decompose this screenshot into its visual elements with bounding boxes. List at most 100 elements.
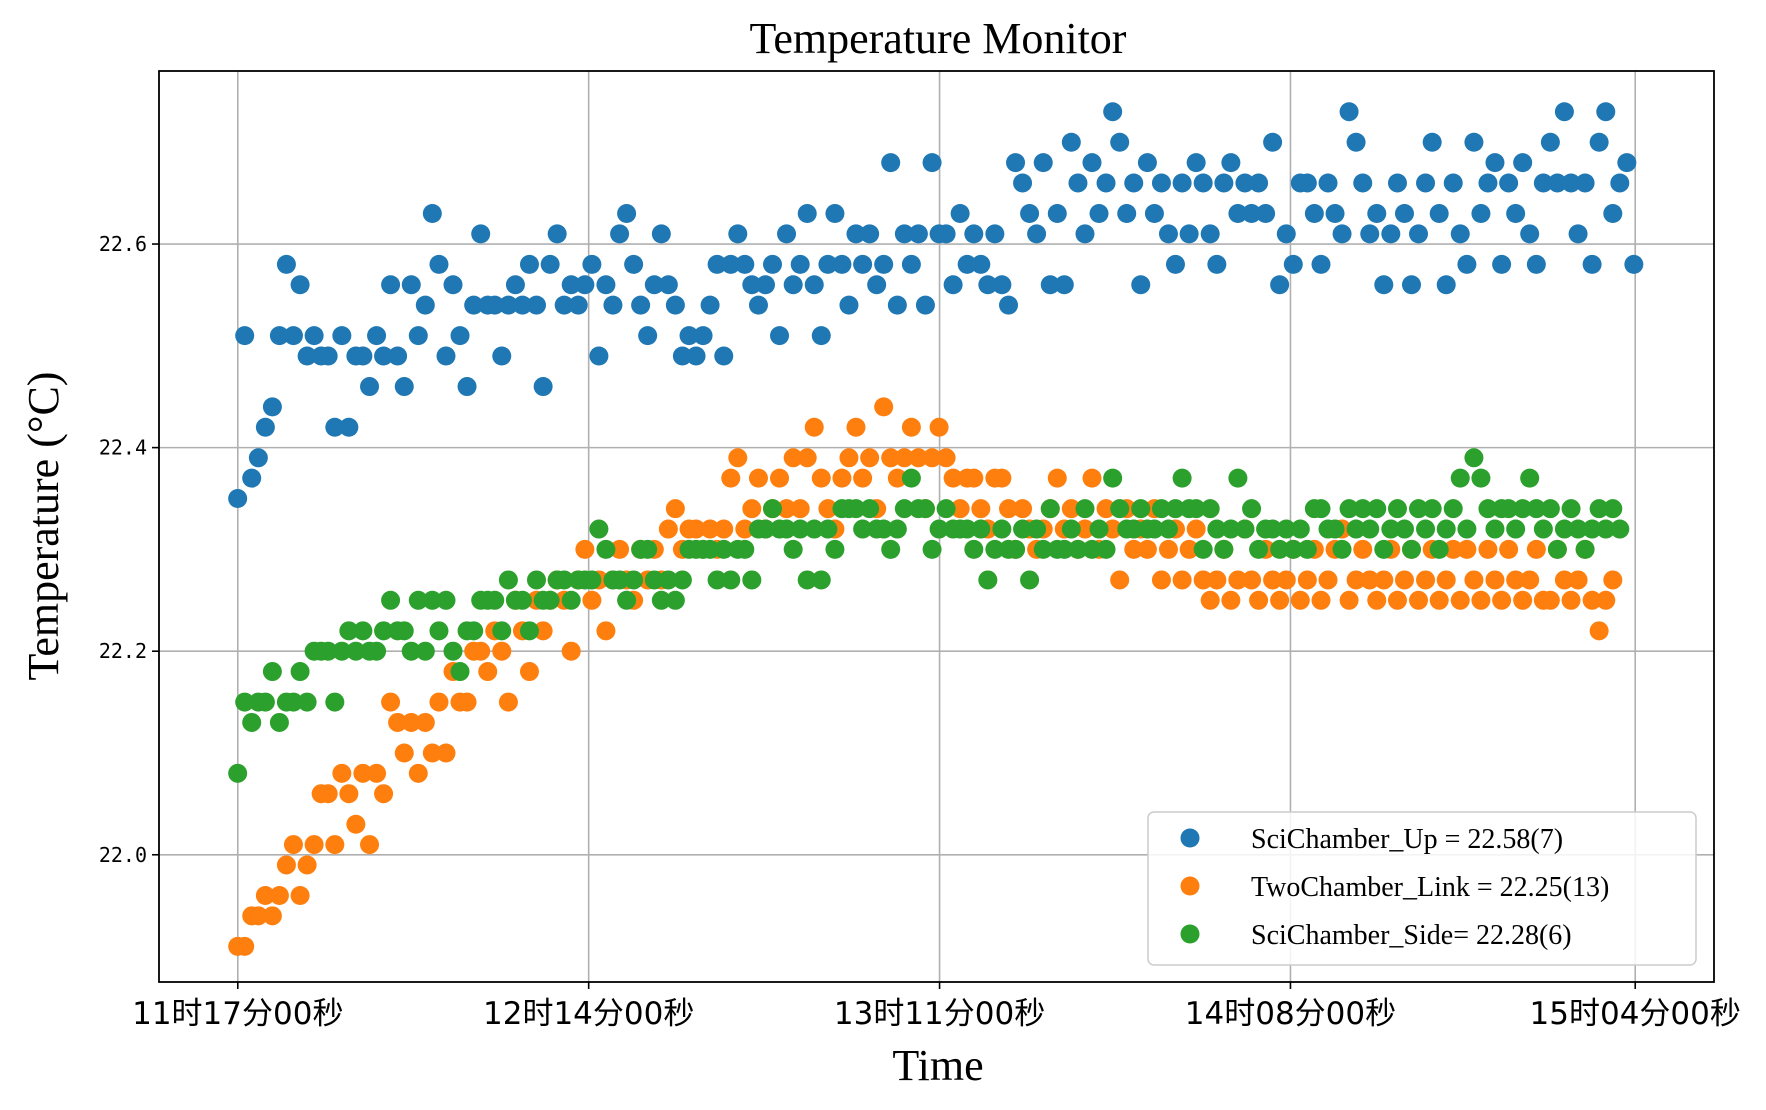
data-point [1013, 499, 1033, 519]
data-point [1325, 519, 1345, 539]
data-point [1151, 499, 1171, 519]
data-point [1311, 499, 1331, 519]
data-point [1283, 254, 1303, 274]
data-point [1381, 224, 1401, 244]
data-point [1117, 204, 1137, 224]
data-point [464, 621, 484, 641]
data-point [999, 295, 1019, 315]
y-tick-label: 22.2 [99, 639, 147, 663]
data-point [262, 662, 282, 682]
data-point [297, 346, 317, 366]
data-point [374, 621, 394, 641]
data-point [915, 295, 935, 315]
data-point [1047, 204, 1067, 224]
data-point [1353, 539, 1373, 559]
data-point [1006, 539, 1026, 559]
data-point [1200, 590, 1220, 610]
data-point [290, 275, 310, 295]
data-point [853, 468, 873, 488]
data-point [540, 254, 560, 274]
data-point [589, 519, 609, 539]
data-point [631, 295, 651, 315]
data-point [1561, 499, 1581, 519]
data-point [846, 224, 866, 244]
data-point [638, 539, 658, 559]
data-point [1568, 519, 1588, 539]
data-point [610, 570, 630, 590]
data-point [860, 499, 880, 519]
data-point [589, 346, 609, 366]
data-point [478, 662, 498, 682]
data-point [978, 275, 998, 295]
legend: SciChamber_Up = 22.58(7) TwoChamber_Link … [1147, 811, 1697, 966]
data-point [1235, 519, 1255, 539]
data-point [339, 417, 359, 437]
data-point [519, 621, 539, 641]
data-point [1533, 173, 1553, 193]
data-point [1520, 468, 1540, 488]
data-point [665, 499, 685, 519]
data-point [1040, 275, 1060, 295]
data-point [1124, 173, 1144, 193]
data-point [429, 692, 449, 712]
data-point [1506, 570, 1526, 590]
data-point [1547, 539, 1567, 559]
data-point [1401, 539, 1421, 559]
data-point [255, 417, 275, 437]
data-point [318, 641, 338, 661]
data-point [1374, 275, 1394, 295]
data-point [1422, 499, 1442, 519]
data-point [714, 519, 734, 539]
data-point [1027, 519, 1047, 539]
data-point [1214, 173, 1234, 193]
data-point [908, 448, 928, 468]
data-point [422, 204, 442, 224]
data-point [617, 590, 637, 610]
data-point [1297, 173, 1317, 193]
data-point [1144, 204, 1164, 224]
data-point [332, 763, 352, 783]
data-point [1387, 590, 1407, 610]
data-point [1089, 519, 1109, 539]
data-point [881, 153, 901, 173]
data-point [1082, 539, 1102, 559]
data-point [512, 295, 532, 315]
data-point [1589, 132, 1609, 152]
data-point [881, 539, 901, 559]
data-point [1353, 499, 1373, 519]
x-tick-label: 15时04分00秒 [1530, 996, 1741, 1032]
data-point [610, 224, 630, 244]
data-point [1027, 224, 1047, 244]
data-point [894, 499, 914, 519]
series-0 [228, 102, 1644, 509]
data-point [1568, 570, 1588, 590]
y-tick-label: 22.0 [99, 843, 147, 867]
data-point [436, 743, 456, 763]
data-point [1360, 570, 1380, 590]
data-point [1471, 204, 1491, 224]
data-point [1450, 224, 1470, 244]
data-point [894, 224, 914, 244]
data-point [415, 712, 435, 732]
data-point [707, 570, 727, 590]
data-point [436, 590, 456, 610]
data-point [1200, 499, 1220, 519]
data-point [1526, 539, 1546, 559]
x-tick-label: 13时11分00秒 [834, 996, 1045, 1032]
data-point [1568, 224, 1588, 244]
data-point [561, 590, 581, 610]
data-point [1068, 173, 1088, 193]
data-point [1401, 275, 1421, 295]
data-point [235, 692, 255, 712]
data-point [985, 539, 1005, 559]
data-point [992, 275, 1012, 295]
data-point [235, 936, 255, 956]
data-point [1297, 539, 1317, 559]
data-point [1165, 254, 1185, 274]
data-point [1339, 590, 1359, 610]
data-point [1242, 204, 1262, 224]
data-point [381, 692, 401, 712]
data-point [721, 570, 741, 590]
data-point [1270, 539, 1290, 559]
data-point [464, 295, 484, 315]
